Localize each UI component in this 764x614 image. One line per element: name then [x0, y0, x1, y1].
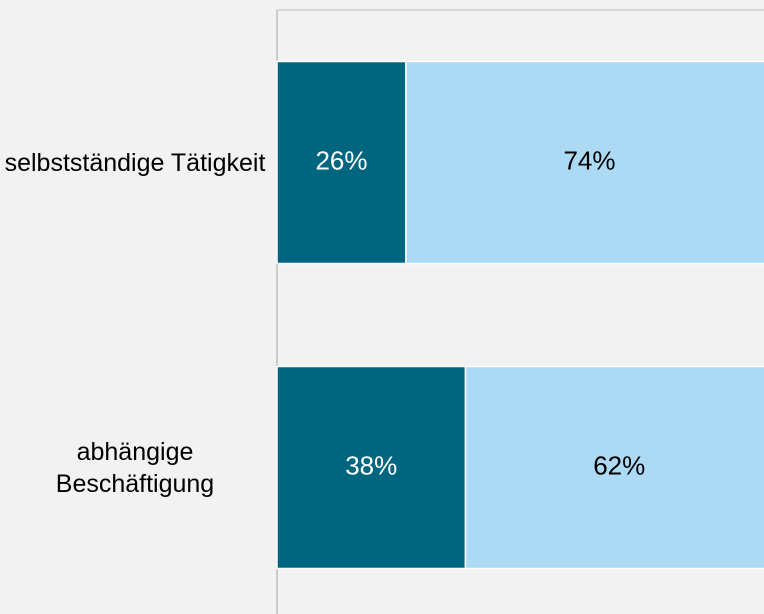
bar-segment [464, 365, 764, 570]
bar-segment [405, 60, 764, 265]
value-label: 74% [563, 145, 615, 175]
category-label: abhängige Beschäftigung [55, 437, 215, 498]
value-label: 26% [315, 145, 367, 175]
value-label: 62% [593, 450, 645, 480]
value-label: 38% [345, 450, 397, 480]
bar-segment [276, 60, 407, 265]
category-label: selbstständige Tätigkeit [4, 148, 266, 177]
